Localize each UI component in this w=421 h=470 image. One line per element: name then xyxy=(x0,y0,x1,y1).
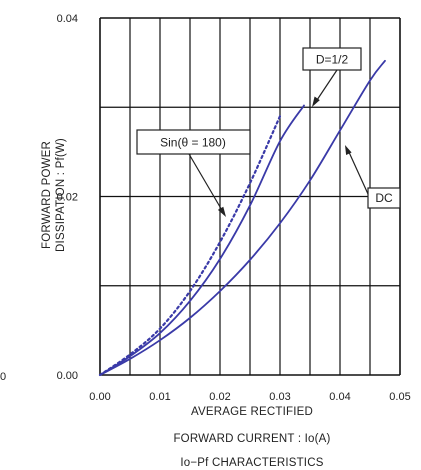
tick-labels: 0.00 0.01 0.02 0.03 0.04 0.05 0.00 0.02 0.04 xyxy=(57,13,411,403)
series-dc-line xyxy=(99,59,386,376)
label-d-half: D=1/2 xyxy=(316,53,349,67)
left-edge-fragment: 0 xyxy=(0,371,6,383)
arrow-d-half xyxy=(314,69,338,104)
x-axis-label-line-1: AVERAGE RECTIFIED xyxy=(191,406,313,418)
arrowhead-sin xyxy=(217,206,226,217)
y-tick-label: 0.04 xyxy=(57,13,78,25)
x-axis-label-line-2: FORWARD CURRENT : Io(A) xyxy=(173,433,330,445)
series-group xyxy=(98,59,386,377)
y-axis-label-line-1: FORWARD POWER xyxy=(41,141,53,249)
x-tick-label: 0.03 xyxy=(269,391,290,403)
arrow-dc xyxy=(347,149,369,195)
arrowhead-dc xyxy=(345,145,352,155)
grid xyxy=(99,17,401,376)
label-sin: Sin(θ = 180) xyxy=(160,136,226,150)
chart-caption: Io−Pf CHARACTERISTICS xyxy=(180,457,323,469)
series-d-half-line xyxy=(99,104,305,376)
x-tick-label: 0.05 xyxy=(389,391,410,403)
label-box-dc xyxy=(367,187,401,209)
x-tick-label: 0.01 xyxy=(149,391,170,403)
arrow-sin xyxy=(188,153,224,213)
arrowhead-d-half xyxy=(312,96,320,107)
annotations: D=1/2 Sin(θ = 180) DC xyxy=(136,47,401,217)
label-box-sin xyxy=(136,129,251,155)
series-sin-180-line xyxy=(98,115,282,377)
x-tick-label: 0.00 xyxy=(89,391,110,403)
label-dc: DC xyxy=(375,191,393,205)
y-axis-label-line-2: DISSIPATION : Pf(W) xyxy=(55,138,67,252)
y-tick-label: 0.00 xyxy=(57,370,78,382)
x-tick-label: 0.04 xyxy=(329,391,350,403)
y-tick-label: 0.02 xyxy=(57,192,78,204)
label-box-d-half xyxy=(302,47,362,71)
x-tick-label: 0.02 xyxy=(209,391,230,403)
